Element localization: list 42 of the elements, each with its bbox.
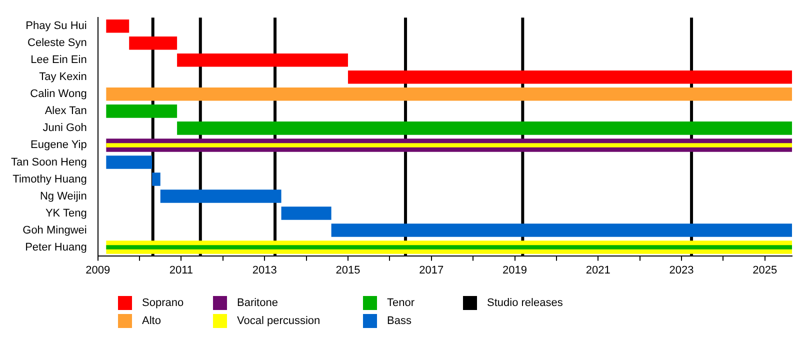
legend-label: Baritone (237, 297, 278, 309)
y-tick-label: Tay Kexin (39, 71, 87, 84)
y-tick-label: Goh Mingwei (22, 224, 87, 236)
legend-label: Alto (142, 315, 161, 327)
y-tick-label: Alex Tan (44, 105, 87, 118)
x-tick-label: 2019 (502, 264, 527, 276)
bar (152, 172, 160, 186)
legend-label: Studio releases (487, 297, 563, 309)
x-tick-label: 2023 (669, 264, 694, 276)
legend-label: Bass (387, 315, 412, 327)
y-tick-label: Peter Huang (25, 241, 87, 254)
y-tick-label: Eugene Yip (30, 139, 87, 152)
legend-label: Soprano (142, 297, 184, 309)
x-tick-label: 2015 (336, 264, 360, 276)
x-tick-label: 2021 (586, 264, 610, 276)
y-tick-label: Phay Su Hui (26, 20, 87, 32)
bar (106, 156, 152, 169)
x-tick-label: 2025 (752, 264, 778, 276)
bar (160, 190, 282, 203)
bar (106, 104, 178, 118)
x-tick-label: 2011 (169, 264, 194, 276)
y-tick-label: Calin Wong (30, 88, 87, 100)
y-tick-label: YK Teng (45, 207, 87, 220)
bar (106, 88, 792, 101)
y-tick-label: Lee Ein Ein (30, 54, 87, 66)
bar (177, 54, 348, 67)
legend-label: Tenor (387, 297, 415, 309)
y-tick-label: Juni Goh (42, 122, 87, 134)
y-tick-label: Tan Soon Heng (10, 156, 87, 168)
bar (129, 36, 178, 50)
x-tick-label: 2009 (86, 264, 110, 276)
bar (177, 122, 792, 135)
x-tick-label: 2017 (419, 264, 444, 276)
x-tick-label: 2013 (252, 264, 277, 276)
bar (331, 224, 792, 237)
y-tick-label: Ng Weijin (40, 190, 87, 202)
legend-label: Vocal percussion (237, 315, 320, 327)
bar (281, 206, 332, 220)
y-tick-label: Celeste Syn (28, 37, 87, 50)
y-tick-label: Timothy Huang (12, 173, 87, 186)
bar (348, 70, 792, 84)
bar (106, 19, 130, 33)
